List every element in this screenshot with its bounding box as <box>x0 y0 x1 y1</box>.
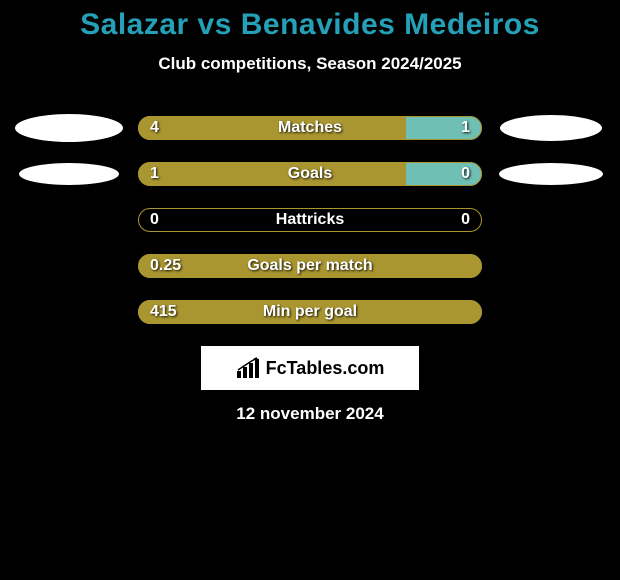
oval-left <box>19 163 119 185</box>
stat-row: 415 Min per goal <box>0 300 620 324</box>
stat-value-right: 0 <box>461 211 470 229</box>
oval-slot-left <box>0 114 138 142</box>
stat-row: 0 0 Hattricks <box>0 208 620 232</box>
date-label: 12 november 2024 <box>0 404 620 424</box>
stat-label: Matches <box>278 119 342 137</box>
stat-value-right: 0 <box>461 165 470 183</box>
stat-label: Goals per match <box>247 257 372 275</box>
stat-value-left: 0.25 <box>150 257 181 275</box>
subtitle: Club competitions, Season 2024/2025 <box>0 54 620 74</box>
oval-slot-right <box>482 163 620 185</box>
stat-row: 0.25 Goals per match <box>0 254 620 278</box>
stat-value-left: 0 <box>150 211 159 229</box>
page-title: Salazar vs Benavides Medeiros <box>0 8 620 42</box>
logo-box: FcTables.com <box>201 346 419 390</box>
bar-right-segment <box>406 162 482 186</box>
stat-label: Min per goal <box>263 303 357 321</box>
oval-slot-right <box>482 115 620 141</box>
stat-value-left: 4 <box>150 119 159 137</box>
stat-row: 1 0 Goals <box>0 162 620 186</box>
bar-left-segment <box>138 162 406 186</box>
bar-right-segment <box>406 116 482 140</box>
stat-bar: 415 Min per goal <box>138 300 482 324</box>
oval-slot-left <box>0 163 138 185</box>
stat-row: 4 1 Matches <box>0 116 620 140</box>
stat-bar: 4 1 Matches <box>138 116 482 140</box>
stat-bar: 0 0 Hattricks <box>138 208 482 232</box>
logo-inner: FcTables.com <box>236 357 385 379</box>
stat-value-left: 415 <box>150 303 177 321</box>
stat-bar: 1 0 Goals <box>138 162 482 186</box>
logo-chart-icon <box>236 357 262 379</box>
oval-right <box>500 115 602 141</box>
oval-left <box>15 114 123 142</box>
stat-bar: 0.25 Goals per match <box>138 254 482 278</box>
chart-container: Salazar vs Benavides Medeiros Club compe… <box>0 0 620 424</box>
stats-rows: 4 1 Matches 1 0 Goals 0 0 Hattricks 0.25 Goals per… <box>0 116 620 324</box>
bar-left-segment <box>138 116 406 140</box>
stat-label: Goals <box>288 165 332 183</box>
stat-value-left: 1 <box>150 165 159 183</box>
logo-text: FcTables.com <box>266 358 385 379</box>
stat-label: Hattricks <box>276 211 344 229</box>
oval-right <box>499 163 603 185</box>
stat-value-right: 1 <box>461 119 470 137</box>
